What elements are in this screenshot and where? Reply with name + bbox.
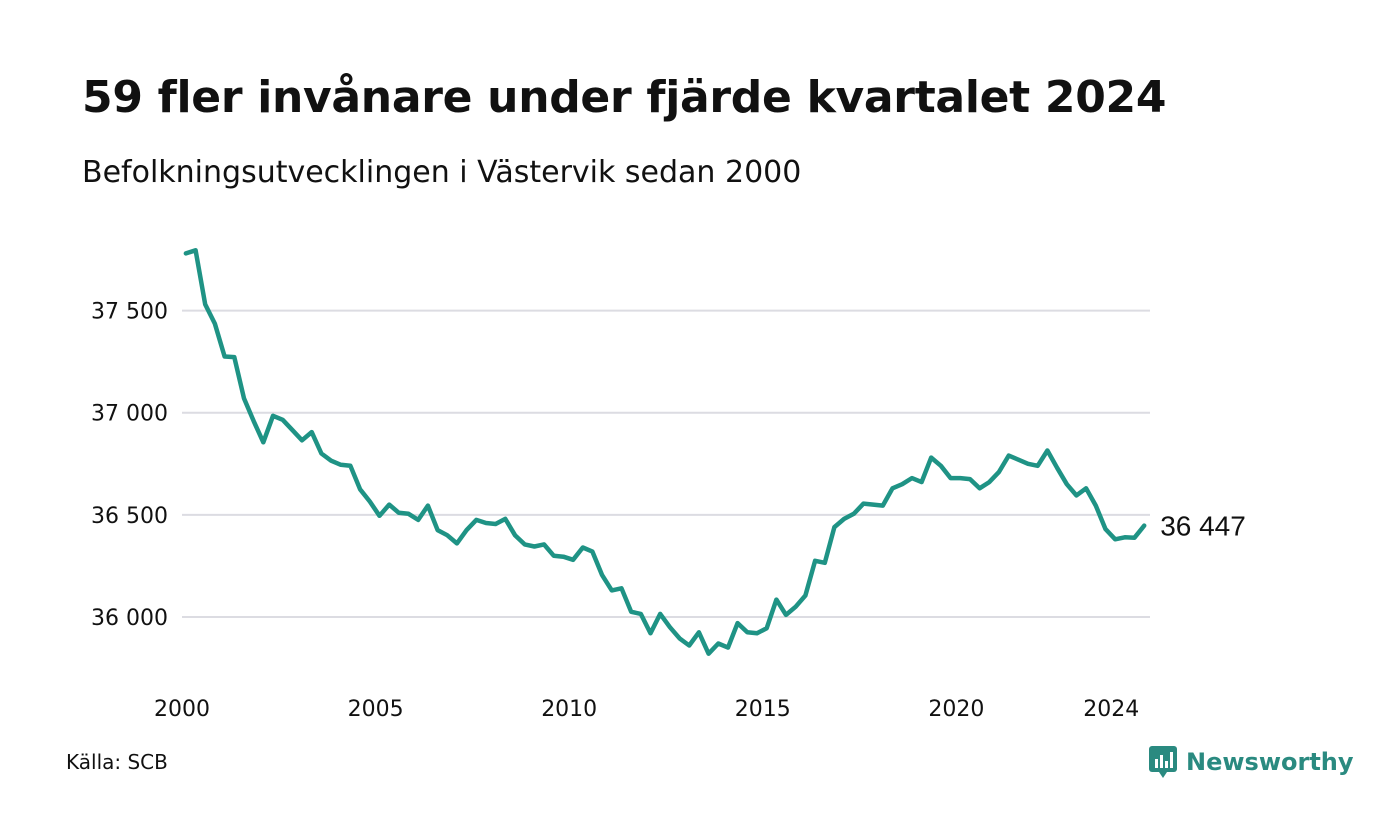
brand-logo[interactable]: Newsworthy: [1148, 742, 1354, 782]
y-tick-label: 36 500: [91, 504, 168, 529]
x-tick-label: 2024: [1083, 697, 1139, 722]
y-tick-label: 37 000: [91, 402, 168, 427]
end-value-group: 36 447: [1160, 511, 1246, 542]
newsworthy-logo-icon: [1149, 746, 1177, 778]
series-line: [183, 248, 1147, 656]
source-note: Källa: SCB: [66, 750, 168, 774]
end-value-label: 36 447: [1160, 511, 1246, 542]
chart-title: 59 fler invånare under fjärde kvartalet …: [82, 72, 1167, 123]
brand-name: Newsworthy: [1186, 748, 1354, 776]
series-group: [183, 248, 1147, 656]
x-tick-label: 2000: [154, 697, 210, 722]
y-tick-label: 37 500: [91, 300, 168, 325]
chart-subtitle: Befolkningsutvecklingen i Västervik seda…: [82, 155, 802, 190]
x-tick-label: 2005: [348, 697, 404, 722]
gridlines: [182, 309, 1150, 618]
x-tick-label: 2015: [735, 697, 791, 722]
x-axis: 2000 2005 2010 2015 2020 2024: [154, 697, 1139, 722]
y-axis: 36 000 36 500 37 000 37 500: [91, 300, 168, 631]
y-tick-label: 36 000: [91, 606, 168, 631]
x-tick-label: 2020: [928, 697, 984, 722]
x-tick-label: 2010: [541, 697, 597, 722]
